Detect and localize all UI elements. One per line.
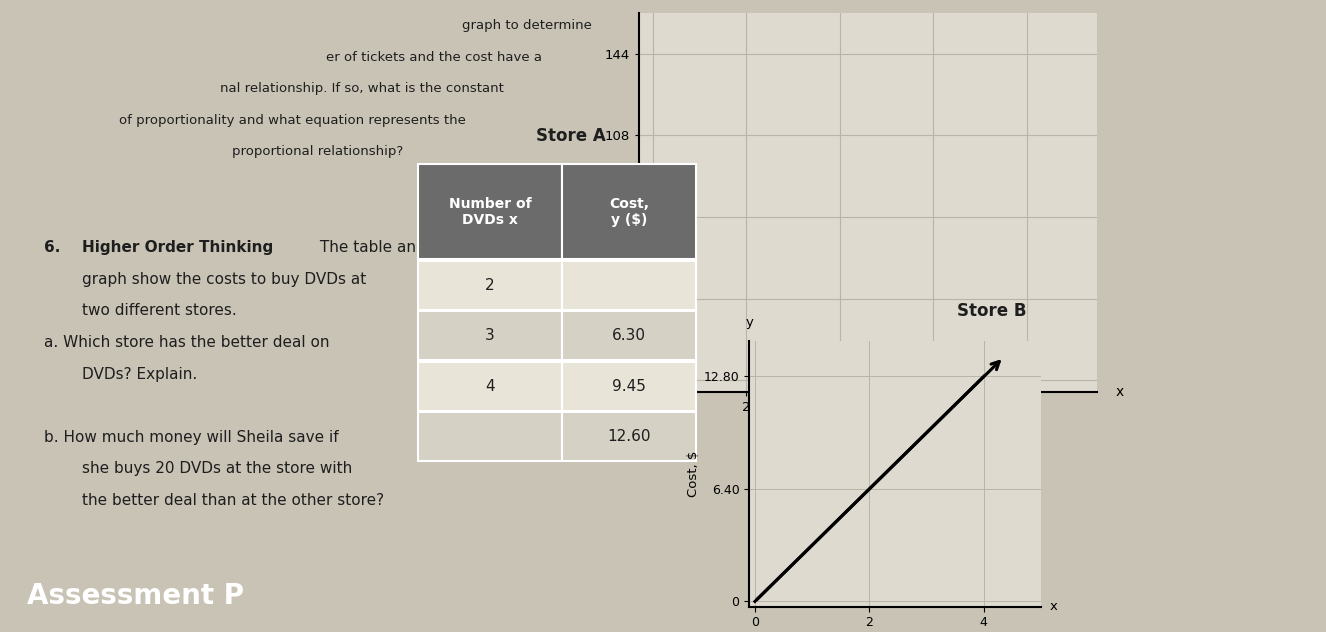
Bar (562, 362, 696, 411)
Bar (562, 413, 696, 461)
Bar (418, 362, 562, 411)
Text: The table and: The table and (316, 240, 426, 255)
Text: Higher Order Thinking: Higher Order Thinking (82, 240, 273, 255)
Text: nal relationship. If so, what is the constant: nal relationship. If so, what is the con… (220, 82, 504, 95)
Text: Store B: Store B (957, 302, 1026, 320)
Text: 3: 3 (485, 328, 495, 343)
Text: Number of
DVDs x: Number of DVDs x (448, 197, 532, 227)
Bar (418, 413, 562, 461)
Text: 4: 4 (485, 379, 495, 394)
Text: Cost,
y ($): Cost, y ($) (610, 197, 650, 227)
Text: of proportionality and what equation represents the: of proportionality and what equation rep… (119, 114, 467, 127)
Bar (562, 312, 696, 360)
Text: 2: 2 (485, 277, 495, 293)
Text: DVDs? Explain.: DVDs? Explain. (82, 367, 198, 382)
Text: y: y (745, 316, 753, 329)
Text: 6.30: 6.30 (613, 328, 646, 343)
Text: 9.45: 9.45 (613, 379, 646, 394)
Text: x: x (1049, 600, 1057, 613)
Bar (418, 164, 562, 259)
Bar (562, 260, 696, 310)
Text: y = 18 x: y = 18 x (467, 171, 542, 188)
Y-axis label: Cost, $: Cost, $ (687, 451, 700, 497)
Text: Store A: Store A (536, 128, 606, 145)
Text: x: x (1115, 385, 1123, 399)
Text: she buys 20 DVDs at the store with: she buys 20 DVDs at the store with (82, 461, 353, 477)
Bar (418, 312, 562, 360)
Text: graph to determine: graph to determine (463, 19, 591, 32)
Text: graph show the costs to buy DVDs at: graph show the costs to buy DVDs at (82, 272, 366, 287)
Bar (562, 164, 696, 259)
Text: 12.60: 12.60 (607, 429, 651, 444)
Text: two different stores.: two different stores. (82, 303, 236, 319)
Text: proportional relationship?: proportional relationship? (232, 145, 403, 159)
Text: 6.: 6. (44, 240, 61, 255)
Bar (418, 260, 562, 310)
Text: the better deal than at the other store?: the better deal than at the other store? (82, 493, 385, 508)
Text: a. Which store has the better deal on: a. Which store has the better deal on (44, 335, 330, 350)
Text: er of tickets and the cost have a: er of tickets and the cost have a (326, 51, 542, 64)
Text: Assessment P: Assessment P (27, 581, 244, 610)
Text: b. How much money will Sheila save if: b. How much money will Sheila save if (44, 430, 338, 445)
